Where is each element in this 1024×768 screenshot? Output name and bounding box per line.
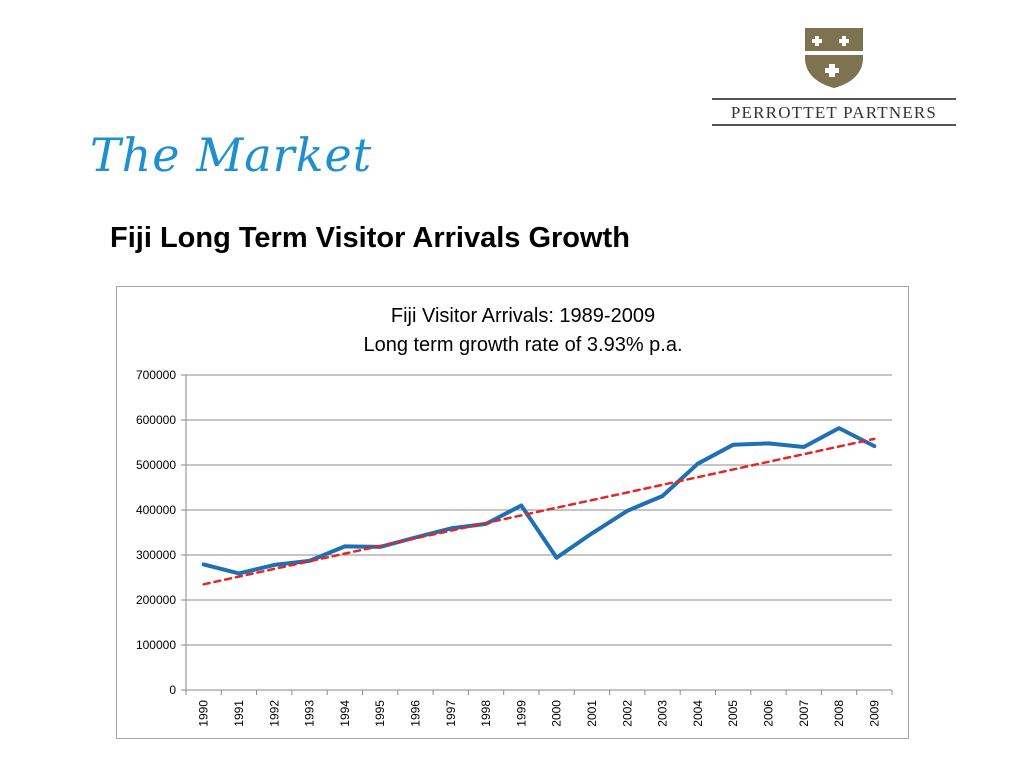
visitor-arrivals-chart: Fiji Visitor Arrivals: 1989-2009 Long te… — [136, 305, 893, 727]
x-tick-label: 1995 — [373, 700, 387, 727]
chart-subtitle: Long term growth rate of 3.93% p.a. — [363, 334, 682, 356]
y-tick-label: 700000 — [136, 368, 176, 382]
x-tick-label: 1994 — [338, 700, 352, 727]
x-tick-label: 2002 — [620, 700, 634, 727]
y-tick-label: 100000 — [136, 638, 176, 652]
x-tick-label: 2001 — [585, 700, 599, 727]
cross-marks — [812, 36, 849, 77]
page-title: The Market — [90, 128, 373, 182]
page-subtitle: Fiji Long Term Visitor Arrivals Growth — [110, 222, 630, 254]
logo-text: PERROTTET PARTNERS — [730, 103, 938, 122]
grid-layer — [186, 374, 892, 691]
logo-rule-bottom — [712, 124, 956, 126]
y-tick-label: 400000 — [136, 503, 176, 517]
x-tick-label: 1993 — [303, 700, 317, 727]
x-tick-label: 2009 — [867, 700, 881, 727]
chart-frame: Fiji Visitor Arrivals: 1989-2009 Long te… — [116, 286, 909, 739]
x-tick-label: 1996 — [408, 700, 422, 727]
trendline-series — [202, 437, 876, 586]
x-tick-label: 2000 — [550, 700, 564, 727]
y-tick-label: 200000 — [136, 593, 176, 607]
logo: PERROTTET PARTNERS — [712, 28, 958, 128]
x-tick-label: 2007 — [797, 700, 811, 727]
x-tick-label: 2008 — [832, 700, 846, 727]
shield-band — [805, 51, 863, 55]
axis-layer: 0 100000 200000 300000 400000 500000 600000 700… — [136, 368, 893, 727]
x-tick-label: 1990 — [197, 700, 211, 727]
x-tick-label: 1991 — [232, 700, 246, 727]
y-tick-label: 600000 — [136, 413, 176, 427]
shield-shape — [805, 28, 863, 88]
logo-rule-top — [712, 98, 956, 100]
y-tick-label: 300000 — [136, 548, 176, 562]
series-layer — [201, 426, 877, 586]
shield-icon — [805, 28, 863, 88]
x-tick-label: 1997 — [444, 700, 458, 727]
x-tick-label: 1992 — [267, 700, 281, 727]
x-tick-label: 2004 — [691, 700, 705, 727]
x-tick-label: 2005 — [726, 700, 740, 727]
x-tick-label: 1998 — [479, 700, 493, 727]
x-tick-label: 2006 — [761, 700, 775, 727]
x-tick-label: 1999 — [514, 700, 528, 727]
arrivals-series-line — [201, 426, 877, 576]
chart-title: Fiji Visitor Arrivals: 1989-2009 — [391, 305, 655, 327]
y-tick-label: 0 — [169, 683, 176, 697]
x-tick-label: 2003 — [656, 700, 670, 727]
y-tick-label: 500000 — [136, 458, 176, 472]
